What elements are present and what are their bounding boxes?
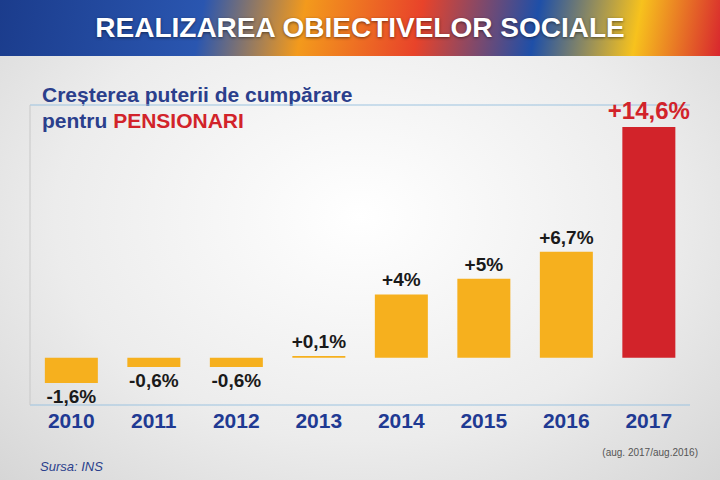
svg-text:2016: 2016	[543, 409, 590, 432]
svg-text:2011: 2011	[131, 409, 177, 432]
svg-text:2017: 2017	[625, 409, 672, 432]
svg-text:2010: 2010	[48, 409, 95, 432]
html-text:REALIZAREA OBIECTIVELOR SOCIAL: REALIZAREA OBIECTIVELOR SOCIALE	[95, 12, 625, 43]
svg-text:+0,1%: +0,1%	[292, 331, 347, 352]
html-text:(aug. 2017/aug.2016): (aug. 2017/aug.2016)	[602, 447, 698, 458]
svg-text:2012: 2012	[213, 409, 260, 432]
svg-text:+14,6%: +14,6%	[608, 97, 690, 124]
svg-text:-0,6%: -0,6%	[212, 370, 262, 391]
svg-text:+6,7%: +6,7%	[539, 227, 594, 248]
svg-text:+5%: +5%	[465, 254, 504, 275]
svg-text:-1,6%: -1,6%	[47, 386, 97, 407]
svg-text:2015: 2015	[460, 409, 507, 432]
html-text:Creșterea puterii de cumpărare: Creșterea puterii de cumpărare pentru PE…	[42, 83, 353, 132]
svg-text:2013: 2013	[295, 409, 342, 432]
svg-text:2014: 2014	[378, 409, 425, 432]
html-text:Sursa: INS: Sursa: INS	[40, 459, 103, 474]
svg-text:+4%: +4%	[382, 269, 421, 290]
svg-text:-0,6%: -0,6%	[129, 370, 179, 391]
